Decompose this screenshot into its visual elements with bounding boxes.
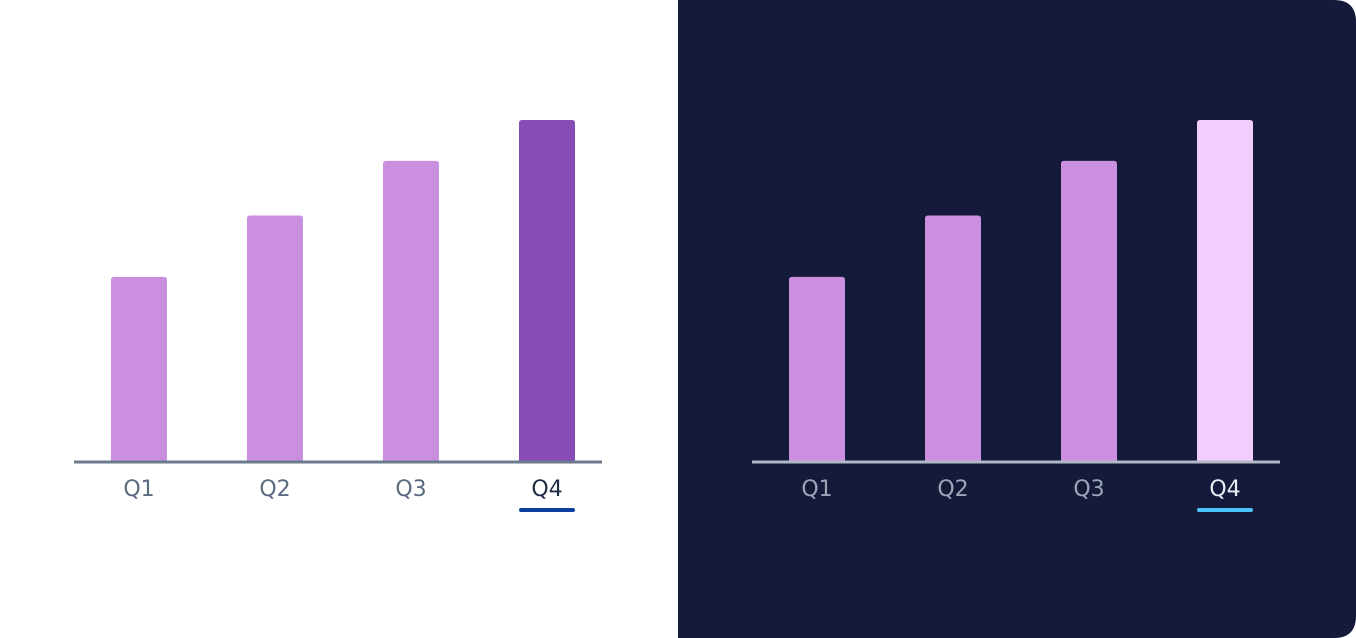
bar bbox=[111, 276, 167, 461]
bar bbox=[789, 276, 845, 461]
panel-background bbox=[0, 0, 678, 638]
bar bbox=[1061, 160, 1117, 462]
bar bbox=[519, 120, 575, 461]
chart-panel-dark: Q1 Q2 Q3 Q4 bbox=[678, 0, 1356, 638]
bar bbox=[925, 215, 981, 461]
x-tick-label[interactable]: Q4 bbox=[1209, 477, 1240, 502]
selected-underline bbox=[519, 508, 575, 512]
bar bbox=[247, 215, 303, 461]
x-tick-label[interactable]: Q4 bbox=[531, 477, 562, 502]
panel-background bbox=[678, 0, 1356, 638]
x-tick-label[interactable]: Q2 bbox=[937, 477, 968, 502]
bar bbox=[383, 160, 439, 462]
x-tick-label[interactable]: Q3 bbox=[1073, 477, 1104, 502]
selected-underline bbox=[1197, 508, 1253, 512]
x-tick-label[interactable]: Q2 bbox=[259, 477, 290, 502]
chart-panel-light: Q1 Q2 Q3 Q4 bbox=[0, 0, 678, 638]
x-tick-label[interactable]: Q1 bbox=[123, 477, 154, 502]
bar bbox=[1197, 120, 1253, 461]
x-tick-label[interactable]: Q1 bbox=[801, 477, 832, 502]
x-tick-label[interactable]: Q3 bbox=[395, 477, 426, 502]
